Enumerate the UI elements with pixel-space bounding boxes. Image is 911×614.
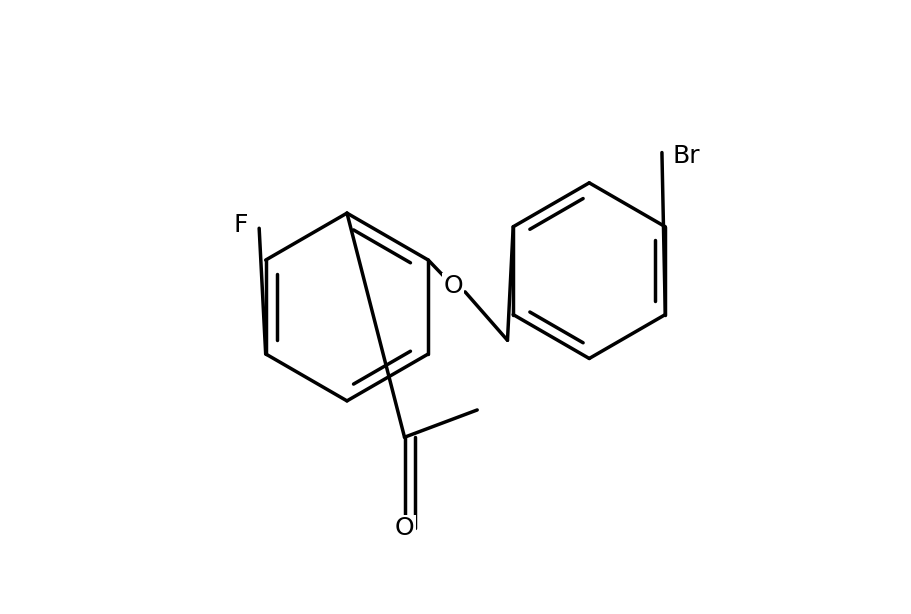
Text: F: F: [233, 213, 248, 237]
Text: Br: Br: [671, 144, 700, 168]
Text: O: O: [394, 516, 414, 540]
Text: O: O: [443, 274, 462, 298]
